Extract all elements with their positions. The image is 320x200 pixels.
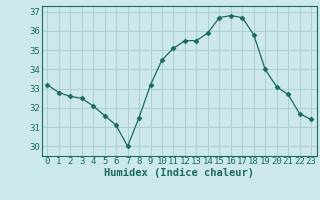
- X-axis label: Humidex (Indice chaleur): Humidex (Indice chaleur): [104, 168, 254, 178]
